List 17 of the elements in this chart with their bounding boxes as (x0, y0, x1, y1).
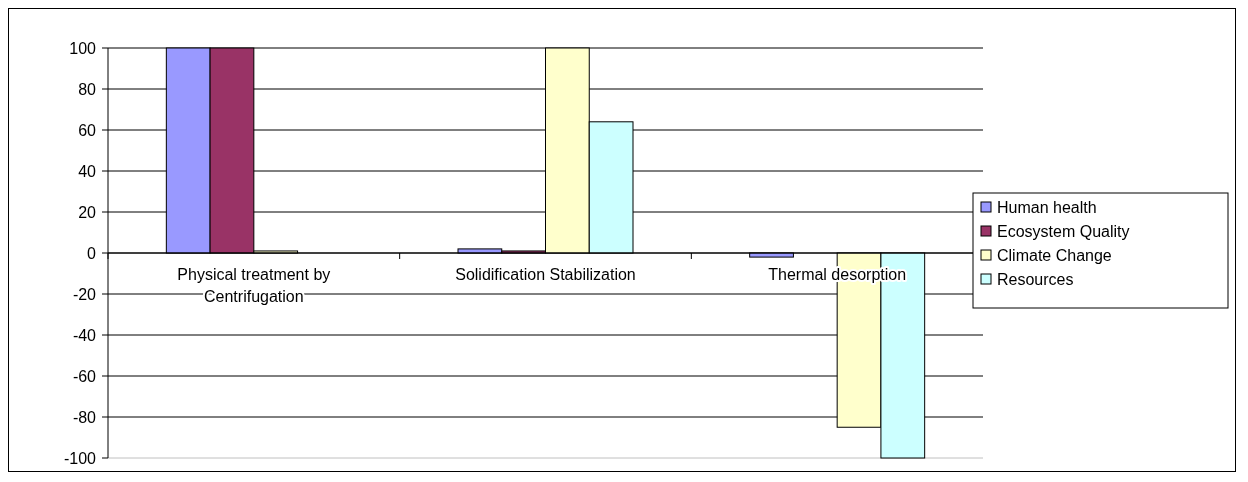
x-tick-label: Solidification Stabilization (455, 266, 636, 283)
legend-label: Climate Change (997, 246, 1112, 264)
legend-label: Resources (997, 270, 1074, 288)
y-tick-label: 80 (78, 80, 97, 98)
y-tick-label: 40 (78, 162, 97, 180)
legend-label: Human health (997, 198, 1097, 216)
y-tick-label: -80 (72, 408, 97, 426)
y-tick-label: -20 (72, 285, 97, 303)
y-tick-label: 60 (78, 121, 97, 139)
legend-label: Ecosystem Quality (997, 222, 1130, 240)
y-tick-label: -40 (72, 326, 97, 344)
y-tick-label: -60 (72, 367, 97, 385)
y-tick-label: 20 (78, 203, 97, 221)
x-tick-label: Physical treatment by Centrifugation (177, 266, 331, 305)
y-tick-label: 100 (69, 39, 97, 57)
y-tick-label: -100 (63, 449, 97, 467)
y-tick-label: 0 (87, 244, 97, 262)
